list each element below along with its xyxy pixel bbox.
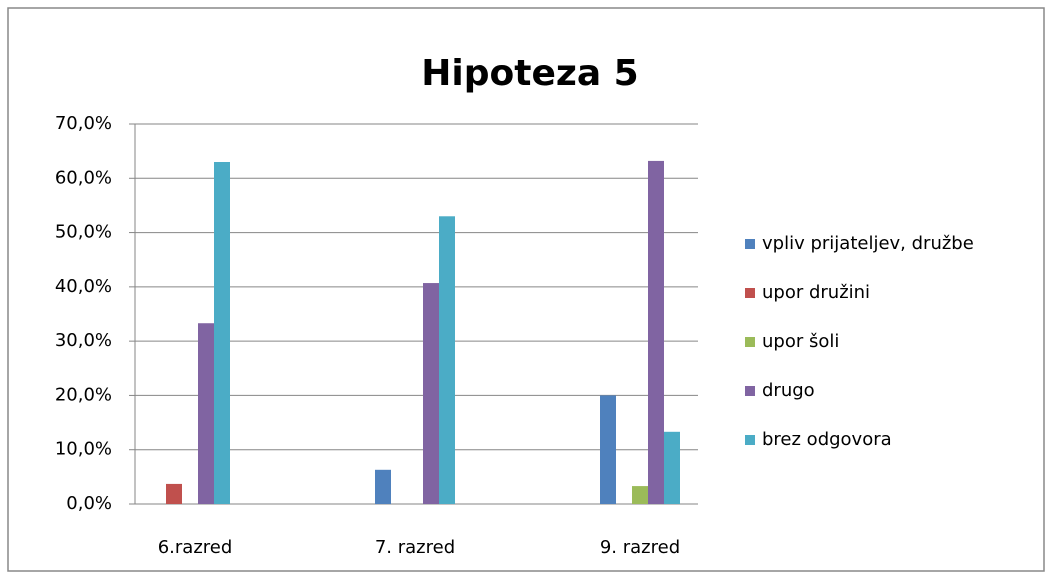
x-tick-label: 9. razred	[600, 537, 680, 558]
y-tick-label: 0,0%	[66, 493, 112, 514]
legend-label: drugo	[762, 380, 815, 401]
x-tick-label: 6.razred	[158, 537, 233, 558]
y-tick-label: 20,0%	[55, 384, 112, 405]
legend-swatch	[745, 337, 755, 347]
legend-label: upor šoli	[762, 331, 839, 352]
y-tick-label: 50,0%	[55, 222, 112, 243]
legend-label: upor družini	[762, 282, 870, 303]
bar	[648, 160, 664, 504]
y-tick-label: 10,0%	[55, 439, 112, 460]
bar	[664, 431, 680, 504]
bar	[600, 395, 616, 504]
legend-swatch	[745, 435, 755, 445]
y-tick-label: 70,0%	[55, 113, 112, 134]
bar	[439, 216, 455, 505]
bar	[375, 469, 391, 504]
y-tick-label: 60,0%	[55, 167, 112, 188]
legend-swatch	[745, 288, 755, 298]
bar	[198, 323, 214, 504]
chart-frame	[7, 7, 1045, 572]
y-tick-label: 40,0%	[55, 276, 112, 297]
bar	[423, 283, 439, 504]
bar	[632, 486, 648, 504]
bar	[214, 162, 230, 504]
chart-title: Hipoteza 5	[421, 53, 638, 94]
legend-swatch	[745, 239, 755, 249]
x-tick-label: 7. razred	[375, 537, 455, 558]
bar	[166, 483, 182, 504]
legend-swatch	[745, 386, 755, 396]
legend-label: brez odgovora	[762, 429, 892, 450]
y-tick-label: 30,0%	[55, 330, 112, 351]
legend-label: vpliv prijateljev, družbe	[762, 233, 974, 254]
